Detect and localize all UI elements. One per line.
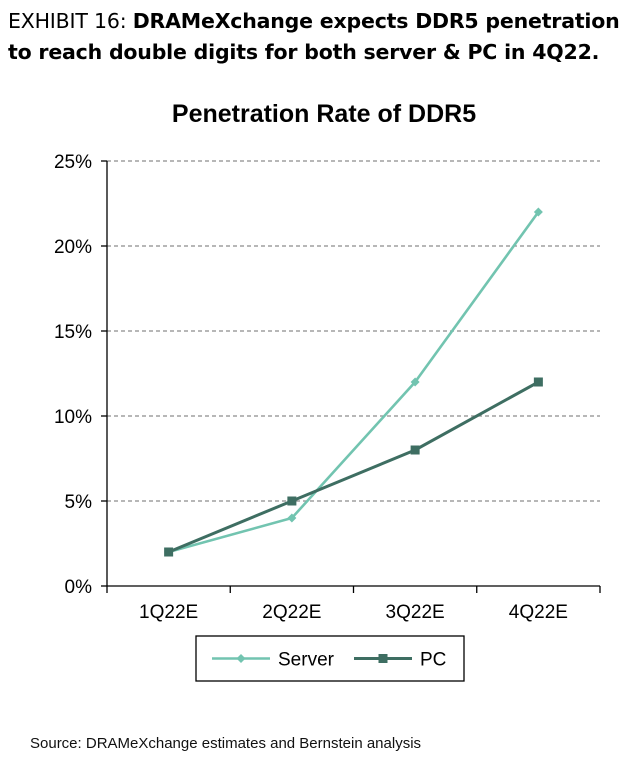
- y-tick-label: 15%: [54, 322, 92, 343]
- series-group: [164, 207, 543, 557]
- data-point: [533, 377, 543, 387]
- y-tick-label: 5%: [65, 492, 93, 513]
- chart-title: Penetration Rate of DDR5: [172, 100, 476, 128]
- x-tick-label: 1Q22E: [139, 602, 198, 623]
- data-point: [164, 547, 174, 557]
- x-tick-label: 4Q22E: [509, 602, 568, 623]
- series-server: [164, 207, 543, 557]
- line-chart: Penetration Rate of DDR5 0% 5% 10% 15% 20% 25…: [54, 100, 601, 682]
- legend-swatch-marker: [378, 654, 388, 663]
- gridlines: [107, 160, 600, 502]
- data-point: [287, 513, 297, 523]
- data-point: [287, 496, 297, 506]
- data-point: [410, 377, 420, 387]
- x-tick-label: 2Q22E: [262, 602, 321, 623]
- legend: Server PC: [195, 635, 465, 682]
- legend-item-server: Server: [212, 650, 335, 671]
- axes: 0% 5% 10% 15% 20% 25% 1Q22E 2Q22E 3Q22E 4Q22E: [54, 152, 601, 623]
- exhibit-heading: EXHIBIT 16: DRAMeXchange expects DDR5 pe…: [8, 6, 636, 68]
- legend-label: PC: [420, 650, 446, 671]
- legend-item-pc: PC: [354, 650, 446, 671]
- data-point: [533, 207, 543, 217]
- exhibit-title: DRAMeXchange expects DDR5 penetration to…: [8, 9, 620, 64]
- series-line: [168, 380, 540, 554]
- x-tick-label: 3Q22E: [386, 602, 445, 623]
- source-note: Source: DRAMeXchange estimates and Berns…: [30, 735, 422, 752]
- y-tick-label: 20%: [54, 237, 92, 258]
- data-point: [410, 445, 420, 455]
- legend-label: Server: [278, 650, 335, 671]
- series-pc: [164, 377, 543, 557]
- exhibit-label: EXHIBIT 16:: [8, 9, 127, 33]
- y-tick-label: 10%: [54, 407, 92, 428]
- series-line: [168, 211, 540, 554]
- legend-swatch-marker: [236, 654, 246, 663]
- y-tick-label: 0%: [65, 577, 93, 598]
- y-tick-label: 25%: [54, 152, 92, 173]
